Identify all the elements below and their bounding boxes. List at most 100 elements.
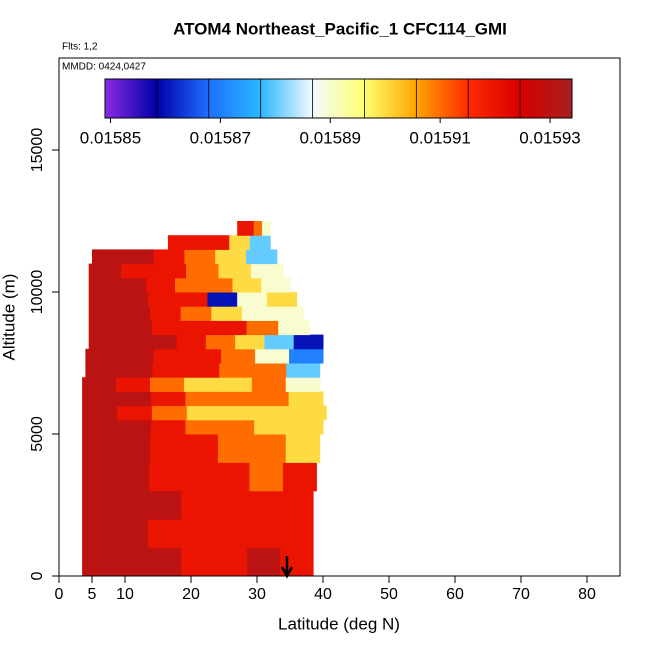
cell [115, 519, 149, 549]
cell [150, 419, 186, 435]
colorbar-swatch [361, 79, 365, 118]
colorbar-swatch [501, 79, 505, 118]
cell [152, 363, 187, 378]
cell [285, 377, 321, 392]
cell [181, 490, 215, 520]
cell [82, 490, 116, 520]
cell [221, 405, 258, 421]
colorbar-swatch [247, 79, 251, 118]
cell [252, 363, 287, 378]
colorbar: 0.01585 0.01587 0.01589 0.01591 0.01593 [80, 78, 581, 147]
cell [153, 249, 185, 265]
cell [218, 263, 252, 279]
cell [237, 292, 268, 307]
cell [88, 292, 119, 307]
colorbar-swatch [154, 79, 157, 118]
cell [88, 334, 119, 350]
colorbar-swatch [151, 79, 155, 118]
colorbar-tick-label: 0.01589 [300, 128, 361, 147]
colorbar-swatch [408, 79, 412, 118]
colorbar-swatch [424, 79, 428, 118]
colorbar-swatch [336, 79, 339, 118]
colorbar-swatch [471, 79, 475, 118]
colorbar-swatch [452, 79, 456, 118]
colorbar-swatch [217, 79, 220, 118]
colorbar-swatch [434, 79, 438, 118]
colorbar-swatch [231, 79, 234, 118]
cell [261, 221, 271, 236]
y-tick-label: 5000 [29, 416, 46, 452]
colorbar-swatch [296, 79, 300, 118]
colorbar-swatch [345, 79, 349, 118]
cell [249, 462, 284, 492]
cell [251, 434, 287, 463]
colorbar-swatch [333, 79, 337, 118]
colorbar-swatch [137, 79, 141, 118]
colorbar-swatch [532, 79, 536, 118]
y-tick-label: 15000 [29, 128, 46, 173]
cell [115, 547, 149, 577]
cell [176, 334, 207, 350]
cell [149, 377, 185, 392]
cell [187, 348, 222, 364]
colorbar-swatch [235, 79, 239, 118]
colorbar-swatch [221, 79, 225, 118]
colorbar-swatch [364, 79, 368, 118]
colorbar-swatch [105, 79, 108, 118]
colorbar-swatch [280, 79, 283, 118]
cell [249, 235, 271, 250]
cell [247, 547, 281, 577]
x-axis-label: Latitude (deg N) [278, 614, 400, 633]
colorbar-swatch [494, 79, 498, 118]
cell [117, 334, 148, 350]
colorbar-swatch [133, 79, 136, 118]
cell [147, 334, 178, 350]
cell [146, 277, 176, 293]
colorbar-swatch [273, 79, 276, 118]
cell [153, 348, 188, 364]
colorbar-swatch [284, 79, 288, 118]
cell [229, 235, 251, 250]
colorbar-swatch [294, 79, 297, 118]
colorbar-swatch [366, 79, 370, 118]
colorbar-swatch [480, 79, 484, 118]
colorbar-swatch [438, 79, 442, 118]
cell [120, 320, 153, 336]
colorbar-swatch [158, 79, 162, 118]
colorbar-swatch [448, 79, 452, 118]
colorbar-swatch [473, 79, 477, 118]
cell [246, 320, 279, 336]
colorbar-swatch [219, 79, 223, 118]
colorbar-swatch [415, 79, 419, 118]
colorbar-swatch [410, 79, 414, 118]
colorbar-swatch [420, 79, 424, 118]
cell [182, 462, 217, 492]
colorbar-swatch [193, 79, 197, 118]
cell [181, 547, 215, 577]
colorbar-swatch [163, 79, 167, 118]
cell [256, 405, 292, 421]
colorbar-swatch [529, 79, 533, 118]
cell [82, 462, 117, 492]
cell [116, 434, 151, 463]
cell [203, 277, 233, 293]
colorbar-tick-label: 0.01587 [190, 128, 251, 147]
colorbar-swatch [455, 79, 459, 118]
colorbar-swatch [228, 79, 232, 118]
colorbar-swatch [550, 79, 554, 118]
colorbar-swatch [172, 79, 176, 118]
colorbar-swatch [329, 79, 332, 118]
colorbar-swatch [212, 79, 216, 118]
colorbar-swatch [462, 79, 466, 118]
colorbar-swatch [490, 79, 494, 118]
cell [82, 519, 116, 549]
colorbar-swatch [107, 79, 111, 118]
colorbar-swatch [179, 79, 183, 118]
cell [82, 405, 118, 421]
colorbar-swatch [487, 79, 491, 118]
cell [266, 292, 298, 307]
colorbar-swatch [324, 79, 328, 118]
colorbar-swatch [539, 79, 543, 118]
colorbar-swatch [109, 79, 113, 118]
